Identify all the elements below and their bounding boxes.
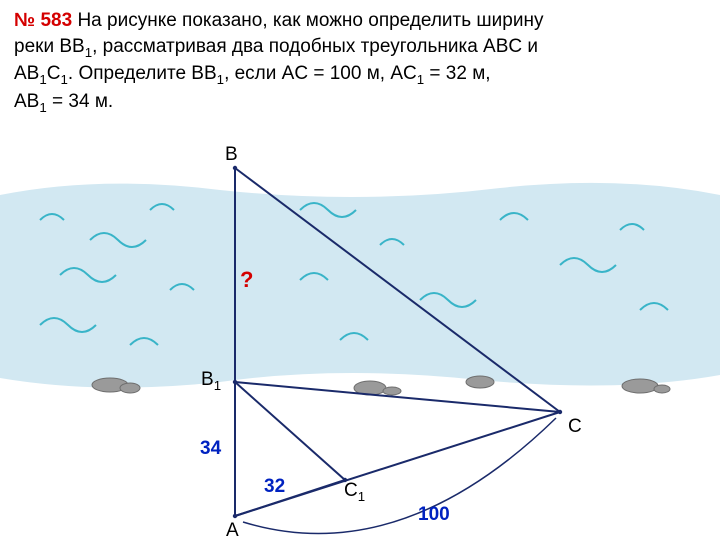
t-l2b: , рассматривая два подобных треугольника… — [92, 36, 538, 57]
t-l3s3: 1 — [217, 72, 224, 87]
label-32: 32 — [264, 476, 285, 498]
t-l3b: C — [47, 63, 61, 84]
problem-number: № 583 — [14, 10, 72, 31]
label-B: B — [225, 144, 238, 166]
t-l2s1: 1 — [85, 44, 92, 59]
t-l4a: AB — [14, 91, 39, 112]
label-100: 100 — [418, 504, 450, 526]
t-l2a: реки BB — [14, 36, 85, 57]
label-C: C — [568, 416, 582, 438]
t-l3a: AB — [14, 63, 39, 84]
problem-line1: На рисунке показано, как можно определит… — [72, 10, 543, 31]
label-34: 34 — [200, 438, 221, 460]
t-l3s2: 1 — [61, 72, 68, 87]
t-l4s1: 1 — [39, 100, 46, 115]
problem-text: № 583 На рисунке показано, как можно опр… — [14, 8, 700, 117]
label-B1: B1 — [201, 369, 221, 393]
label-question: ? — [240, 267, 253, 293]
t-l3d: , если AC = 100 м, AC — [224, 63, 417, 84]
arc-100 — [243, 418, 556, 534]
t-l3c: . Определите BB — [68, 63, 217, 84]
t-l3e: = 32 м, — [424, 63, 490, 84]
label-A: A — [226, 520, 239, 542]
t-l3s1: 1 — [39, 72, 46, 87]
river-area — [0, 183, 720, 388]
geometry-diagram: A B B1 C C1 ? 34 32 100 — [0, 150, 720, 540]
t-l4b: = 34 м. — [47, 91, 113, 112]
label-C1: C1 — [344, 480, 365, 504]
t-l3s4: 1 — [417, 72, 424, 87]
